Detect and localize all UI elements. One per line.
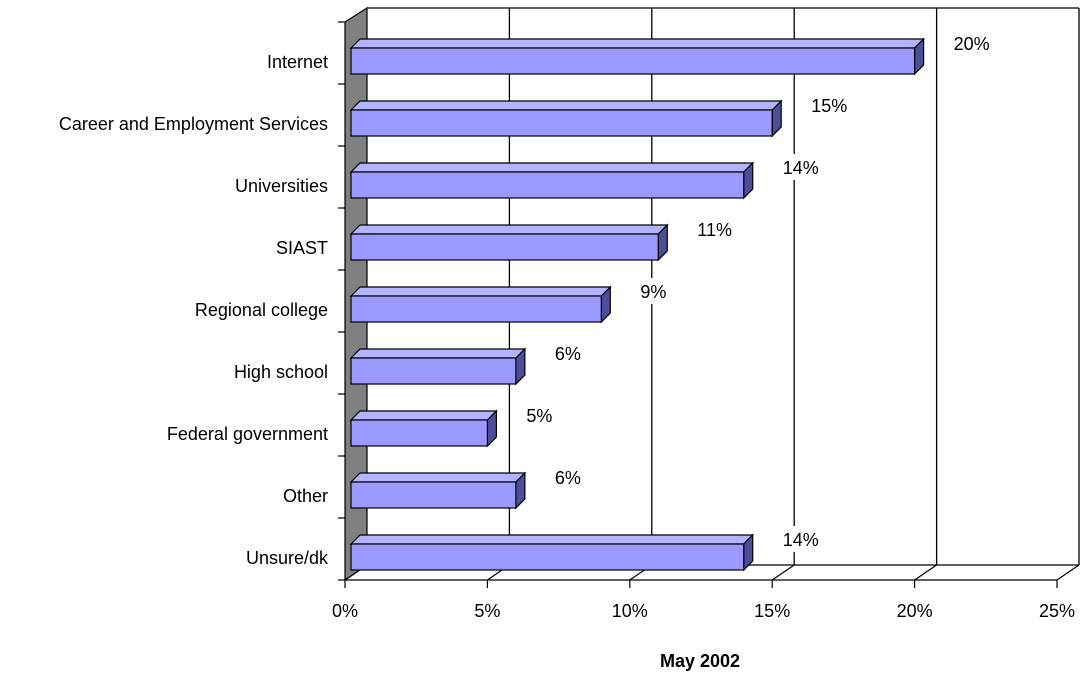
data-label: 14% bbox=[783, 158, 819, 178]
data-label: 6% bbox=[555, 344, 581, 364]
bar bbox=[349, 223, 669, 262]
category-label: Universities bbox=[235, 176, 328, 196]
floor-grid-line bbox=[771, 564, 795, 581]
data-label-background bbox=[516, 402, 565, 428]
data-label-background bbox=[772, 526, 821, 552]
bar-top-face bbox=[349, 534, 755, 545]
bar-front-face bbox=[350, 109, 773, 137]
floor-grid-line bbox=[1056, 564, 1080, 581]
category-label: Federal government bbox=[167, 424, 328, 444]
x-tick-label: 5% bbox=[474, 601, 500, 621]
data-label: 14% bbox=[783, 530, 819, 550]
bar bbox=[349, 37, 926, 76]
category-label: High school bbox=[234, 362, 328, 382]
bar bbox=[349, 285, 612, 324]
data-label: 11% bbox=[697, 220, 732, 240]
data-label-background bbox=[687, 216, 736, 242]
category-label: Other bbox=[283, 486, 328, 506]
bar-top-face bbox=[349, 348, 527, 359]
x-tick-label: 20% bbox=[897, 601, 933, 621]
bar-front-face bbox=[350, 357, 517, 385]
category-label: SIAST bbox=[276, 238, 328, 258]
x-tick-label: 0% bbox=[332, 601, 358, 621]
category-label: Career and Employment Services bbox=[59, 114, 328, 134]
data-label-background bbox=[772, 154, 821, 180]
x-tick-labels: 0% 5% 10% 15% 20% 25% bbox=[332, 601, 1075, 621]
bar-top-face bbox=[349, 472, 527, 483]
data-label-background bbox=[801, 92, 850, 118]
floor-grid-line bbox=[914, 564, 937, 581]
category-labels: Internet Career and Employment Services Un… bbox=[59, 52, 329, 568]
data-label-background bbox=[630, 278, 679, 304]
bar-front-face bbox=[350, 47, 916, 75]
x-axis-title: May 2002 bbox=[660, 651, 740, 671]
data-label-background bbox=[544, 340, 593, 366]
data-label: 20% bbox=[954, 34, 990, 54]
bar-top-face bbox=[349, 38, 926, 49]
x-tick-label: 15% bbox=[754, 601, 790, 621]
data-label: 6% bbox=[555, 468, 581, 488]
data-label-background bbox=[943, 30, 992, 56]
category-label: Unsure/dk bbox=[246, 548, 329, 568]
bar-top-face bbox=[349, 100, 783, 111]
x-tick-label: 25% bbox=[1039, 601, 1075, 621]
bar-top-face bbox=[349, 224, 669, 235]
category-label: Regional college bbox=[195, 300, 328, 320]
data-label: 9% bbox=[640, 282, 666, 302]
bar-front-face bbox=[350, 295, 602, 323]
category-label: Internet bbox=[267, 52, 328, 72]
bar-top-face bbox=[349, 286, 612, 297]
bar-front-face bbox=[350, 233, 659, 261]
bars bbox=[349, 37, 926, 572]
bar bbox=[349, 533, 755, 572]
data-label: 15% bbox=[811, 96, 847, 116]
data-labels: 20% 15% 14% 11% 9% 6% 5% 6% 14% bbox=[516, 30, 992, 552]
bar-front-face bbox=[350, 171, 745, 199]
bar bbox=[349, 347, 527, 386]
data-label: 5% bbox=[526, 406, 552, 426]
bar-top-face bbox=[349, 410, 498, 421]
bar bbox=[349, 99, 783, 138]
x-tick-label: 10% bbox=[612, 601, 648, 621]
bar-top-face bbox=[349, 162, 755, 173]
bar-front-face bbox=[350, 419, 488, 447]
bar bbox=[349, 161, 755, 200]
data-label-background bbox=[544, 464, 593, 490]
bar-front-face bbox=[350, 543, 745, 571]
bar-front-face bbox=[350, 481, 517, 509]
bar bbox=[349, 409, 498, 448]
bar bbox=[349, 471, 527, 510]
